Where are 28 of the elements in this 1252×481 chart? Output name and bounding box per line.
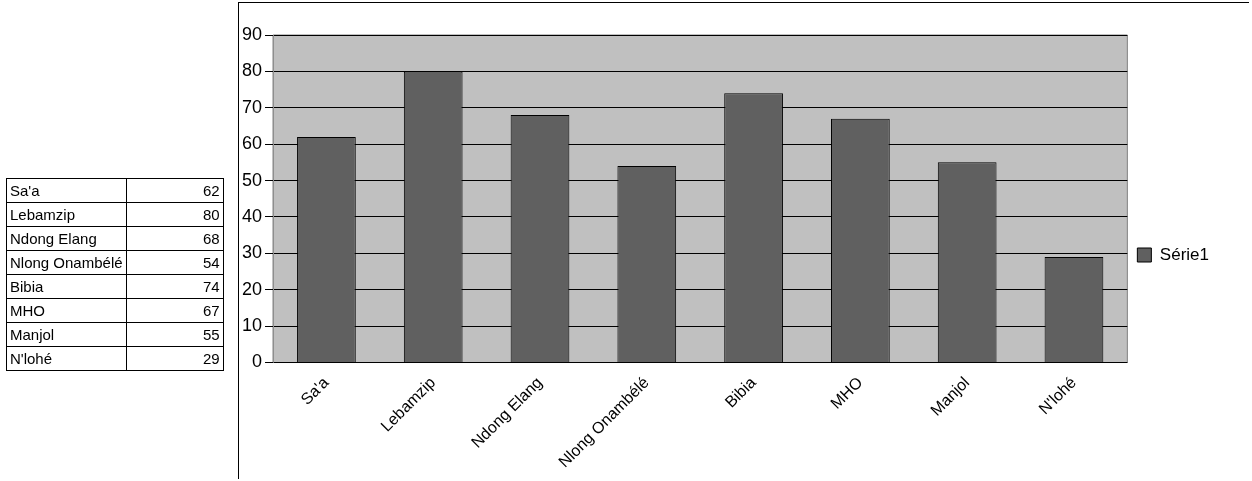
y-tick-label: 80 xyxy=(241,60,263,81)
x-tick-label: Sa'a xyxy=(297,373,332,408)
data-label: 68 xyxy=(126,226,224,251)
y-tick-label: 10 xyxy=(241,315,263,336)
category-label: Manjol xyxy=(6,322,127,347)
category-label: Sa'a xyxy=(6,178,127,203)
category-label: Bibia xyxy=(6,274,127,299)
y-tick-label: 60 xyxy=(241,133,263,154)
data-label: 54 xyxy=(126,250,224,275)
data-label: 74 xyxy=(126,274,224,299)
category-label: MHO xyxy=(6,298,127,323)
category-label: Nlong Onambélé xyxy=(6,250,127,275)
data-label: 67 xyxy=(126,298,224,323)
y-tick-label: 90 xyxy=(241,23,263,44)
category-label: N'lohé xyxy=(6,346,127,371)
data-label: 62 xyxy=(126,178,224,203)
data-label: 29 xyxy=(126,346,224,371)
category-label: Ndong Elang xyxy=(6,226,127,251)
y-tick-label: 0 xyxy=(252,351,263,372)
y-tick-label: 40 xyxy=(241,205,263,226)
data-label: 55 xyxy=(126,322,224,347)
legend-label: Série1 xyxy=(1159,244,1209,264)
y-tick-label: 20 xyxy=(241,278,263,299)
y-tick-label: 30 xyxy=(241,242,263,263)
category-label: Lebamzip xyxy=(6,202,127,227)
data-label: 80 xyxy=(126,202,224,227)
y-tick-label: 70 xyxy=(241,96,263,117)
y-tick-label: 50 xyxy=(241,169,263,190)
